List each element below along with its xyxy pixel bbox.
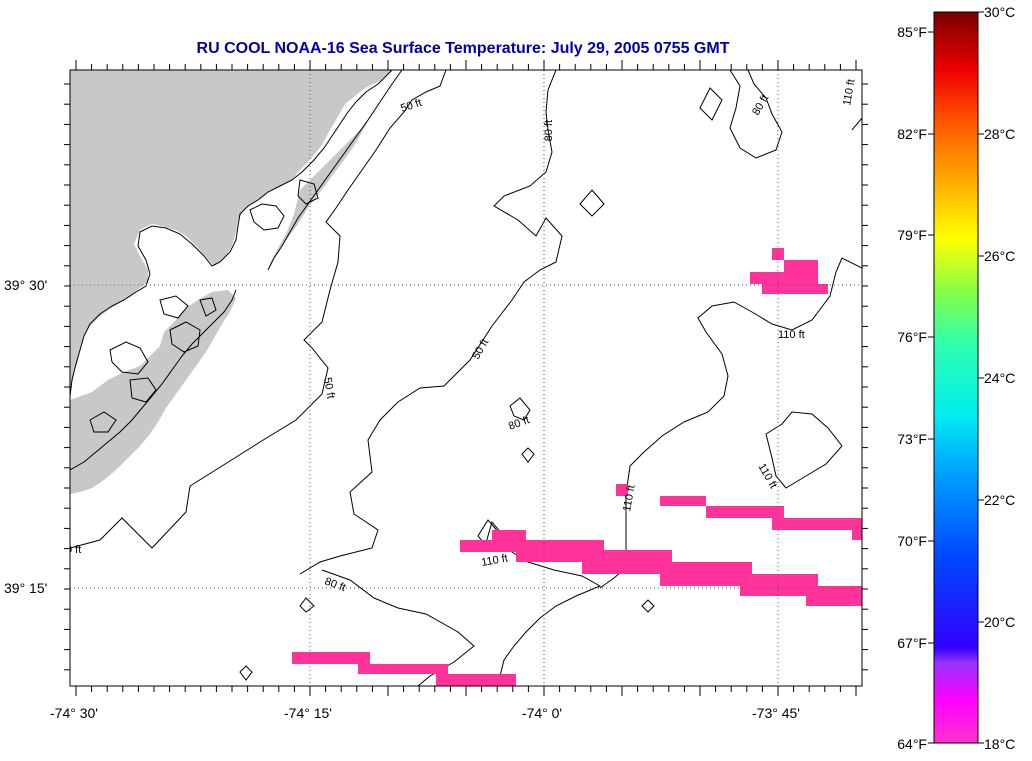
contour-label: 50 ft	[399, 97, 423, 115]
contour-80ft-ne	[729, 70, 783, 159]
contour-closed-1	[699, 87, 723, 121]
lat-label: 39° 30'	[4, 277, 47, 293]
contour-label: 80 ft	[507, 414, 531, 433]
contour-closed-6	[641, 599, 655, 613]
sst-pixel-block	[660, 496, 706, 506]
fahrenheit-label: 70°F	[897, 533, 927, 549]
sst-pixels	[292, 248, 862, 686]
sst-pixel-block	[750, 272, 818, 284]
sst-pixel-block	[852, 530, 862, 540]
celsius-label: 18°C	[984, 736, 1015, 752]
graticule	[70, 70, 862, 686]
sst-pixel-block	[492, 530, 526, 542]
fahrenheit-label: 82°F	[897, 126, 927, 142]
contour-110ft-se	[765, 411, 843, 489]
contour-label: 110 ft	[778, 329, 805, 341]
marsh-outline	[89, 179, 319, 433]
sst-pixel-block	[616, 484, 628, 496]
celsius-label: 30°C	[984, 4, 1015, 20]
contour-50ft	[70, 70, 447, 549]
colorbar-celsius-labels: 30°C 28°C 26°C 24°C 22°C 20°C 18°C	[984, 4, 1015, 752]
sst-pixel-block	[784, 260, 818, 272]
fahrenheit-label: 67°F	[897, 635, 927, 651]
map-title: RU COOL NOAA-16 Sea Surface Temperature:…	[197, 40, 730, 57]
map-plot-area: 50 ft 80 ft 80 ft 110 ft 110 ft 50 ft 50…	[66, 70, 862, 686]
fahrenheit-label: 76°F	[897, 329, 927, 345]
celsius-label: 26°C	[984, 248, 1015, 264]
barrier-island	[268, 106, 380, 268]
fahrenheit-label: 64°F	[897, 736, 927, 752]
colorbar-fahrenheit-labels: 85°F 82°F 79°F 76°F 73°F 70°F 67°F 64°F	[897, 24, 927, 752]
colorbar: 85°F 82°F 79°F 76°F 73°F 70°F 67°F 64°F …	[897, 4, 1015, 752]
land-mass	[70, 70, 392, 396]
contour-label: 80 ft	[750, 93, 771, 118]
lon-label: -74° 0'	[522, 705, 562, 721]
sst-pixel-block	[582, 562, 752, 574]
contour-closed-2	[579, 189, 605, 217]
contour-closed-5	[299, 597, 315, 613]
contour-label: 0 ft	[66, 544, 81, 556]
celsius-label: 20°C	[984, 614, 1015, 630]
sst-pixel-block	[292, 652, 370, 664]
map-ticks	[64, 60, 868, 696]
contour-110ft-ne	[851, 117, 862, 131]
fahrenheit-label: 85°F	[897, 24, 927, 40]
sst-pixel-block	[762, 284, 828, 294]
contour-label: 110 ft	[480, 552, 508, 568]
contour-label: 50 ft	[321, 376, 337, 399]
colorbar-gradient	[933, 11, 979, 744]
coastline-south	[70, 289, 237, 471]
lon-label: -74° 15'	[284, 705, 332, 721]
sst-pixel-block	[772, 518, 862, 530]
lat-label: 39° 15'	[4, 580, 47, 596]
longitude-labels: -74° 30' -74° 15' -74° 0' -73° 45'	[50, 705, 800, 721]
colorbar-ticks	[928, 11, 984, 744]
sst-pixel-block	[740, 586, 862, 596]
sst-pixel-block	[516, 550, 672, 562]
latitude-labels: 39° 30' 39° 15'	[4, 277, 47, 596]
sst-pixel-block	[660, 574, 818, 586]
coastline	[70, 70, 393, 397]
contour-closed-7	[239, 665, 253, 681]
celsius-label: 24°C	[984, 370, 1015, 386]
sst-pixel-block	[806, 596, 862, 606]
sst-pixel-block	[706, 506, 784, 518]
fahrenheit-label: 73°F	[897, 431, 927, 447]
contour-closed-3	[509, 397, 531, 421]
celsius-label: 28°C	[984, 126, 1015, 142]
fahrenheit-label: 79°F	[897, 227, 927, 243]
sst-pixel-block	[358, 664, 448, 674]
contour-label: 80 ft	[323, 576, 347, 595]
barrier-island-outline	[267, 70, 403, 271]
contour-110ft-east	[599, 257, 862, 589]
celsius-label: 22°C	[984, 492, 1015, 508]
contour-label: 50 ft	[470, 337, 491, 362]
sst-pixel-block	[460, 540, 604, 552]
contour-label: 80 ft	[543, 120, 555, 141]
contour-label: 110 ft	[621, 484, 637, 512]
contour-label: 110 ft	[841, 78, 857, 106]
contour-50ft-offshore	[299, 70, 563, 575]
contour-closed-4	[521, 447, 535, 463]
lon-label: -73° 45'	[752, 705, 800, 721]
sst-pixel-block	[436, 674, 516, 686]
lon-label: -74° 30'	[50, 705, 98, 721]
